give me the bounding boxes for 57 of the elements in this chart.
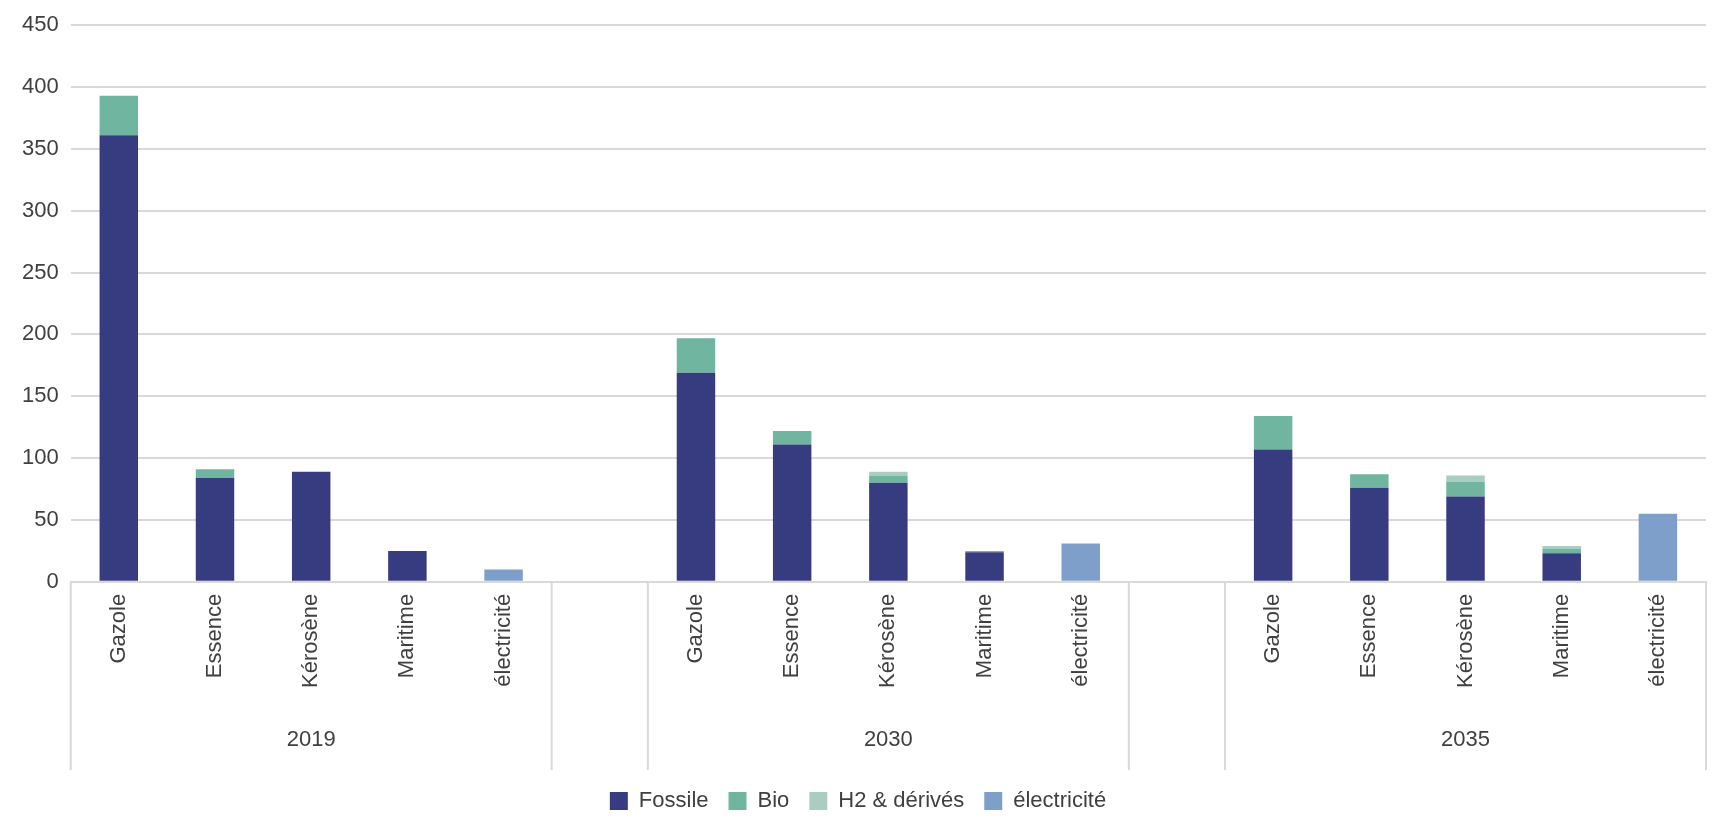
y-tick-label: 350 (21, 134, 59, 160)
bar (1446, 475, 1485, 482)
x-tick-label: Essence (778, 593, 804, 679)
bar (1638, 513, 1678, 581)
bar (676, 372, 716, 581)
y-tick-label: 200 (21, 320, 59, 346)
bar (772, 430, 812, 445)
bar (1542, 548, 1581, 554)
bar (195, 469, 235, 478)
x-tick-label: Essence (201, 593, 227, 679)
y-tick-label: 250 (21, 258, 59, 284)
text: 2030 (863, 726, 913, 752)
legend-label: Bio (757, 787, 790, 813)
bar (1253, 416, 1293, 450)
y-tick-label: 400 (21, 73, 59, 99)
bar (965, 552, 1004, 581)
bar (1350, 487, 1389, 581)
bar (99, 135, 139, 581)
x-tick-label: Maritime (393, 593, 419, 679)
x-tick-label: électricité (1066, 593, 1092, 687)
x-tick-label: Kérosène (874, 593, 900, 689)
bar (388, 550, 427, 581)
legend-label: H2 & dérivés (838, 787, 965, 813)
bar (869, 482, 908, 581)
bar (1061, 543, 1100, 581)
y-tick-label: 150 (21, 382, 59, 408)
x-tick-label: Gazole (1259, 593, 1285, 664)
x-tick-label: Essence (1355, 593, 1381, 679)
x-tick-label: Gazole (682, 593, 708, 664)
x-tick-label: Maritime (1547, 593, 1573, 679)
bar (1446, 481, 1485, 497)
x-tick-label: Maritime (970, 593, 996, 679)
bar (291, 471, 331, 581)
bar (1446, 496, 1485, 581)
text: 2019 (286, 726, 336, 752)
y-tick-label: 450 (21, 11, 59, 37)
bar (1542, 553, 1581, 581)
bar (1253, 449, 1293, 581)
y-tick-label: 50 (34, 506, 59, 532)
x-tick-label: électricité (1643, 593, 1669, 687)
x-tick-label: Gazole (104, 593, 130, 664)
text: 2035 (1441, 726, 1490, 752)
bar (195, 477, 235, 581)
y-tick-label: 300 (21, 196, 59, 222)
bar (484, 569, 523, 581)
bar (99, 95, 139, 136)
y-tick-label: 100 (21, 444, 59, 470)
bar (676, 338, 716, 373)
bar (869, 475, 908, 483)
x-tick-label: Kérosène (1451, 593, 1477, 689)
y-tick-label: 0 (46, 567, 59, 593)
legend-label: Fossile (638, 787, 709, 813)
legend-label: électricité (1013, 787, 1107, 813)
x-tick-label: électricité (489, 593, 515, 687)
x-tick-label: Kérosène (297, 593, 323, 689)
bar (1350, 474, 1389, 488)
bar (772, 444, 812, 581)
